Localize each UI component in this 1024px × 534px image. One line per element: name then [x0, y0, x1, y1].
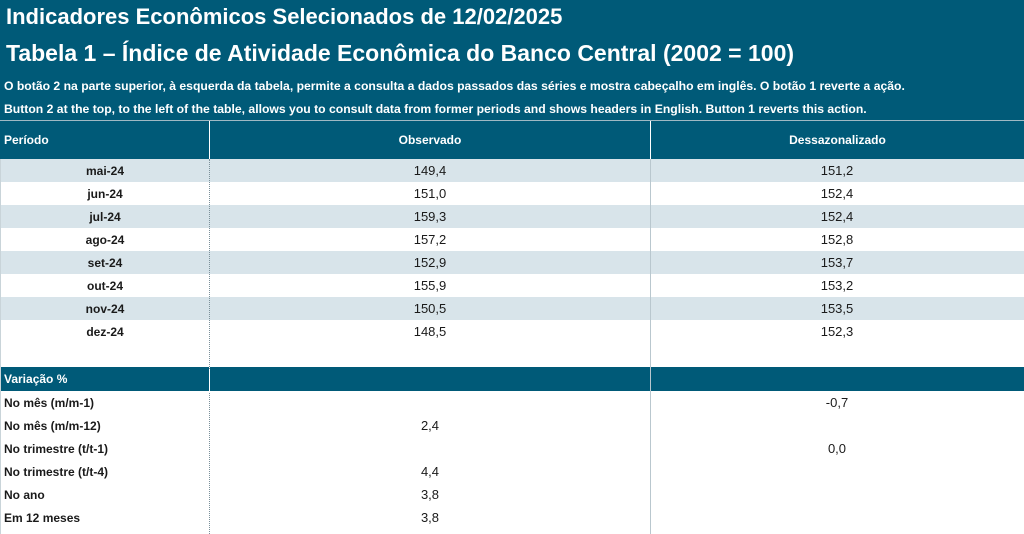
- column-divider-dotted: [209, 393, 210, 534]
- adjusted-cell: [650, 506, 1024, 529]
- variation-row: No trimestre (t/t-1) 0,0: [0, 437, 1024, 460]
- period-cell: ago-24: [85, 232, 125, 247]
- column-header-observed: Observado: [398, 133, 462, 147]
- table-row: out-24 155,9 153,2: [0, 274, 1024, 297]
- period-cell: dez-24: [86, 324, 124, 339]
- adjusted-cell: 0,0: [827, 441, 847, 456]
- table-row: dez-24 148,5 152,3: [0, 320, 1024, 343]
- observed-cell: [210, 437, 650, 460]
- adjusted-cell: 153,7: [820, 255, 854, 270]
- observed-cell: 152,9: [413, 255, 447, 270]
- header-divider: [0, 120, 1024, 121]
- variation-label-cell: Em 12 meses: [4, 510, 81, 525]
- page-header: Indicadores Econômicos Selecionados de 1…: [0, 0, 1024, 121]
- data-rows: mai-24 149,4 151,2 jun-24 151,0 152,4 ju…: [0, 159, 1024, 343]
- observed-cell: 155,9: [413, 278, 447, 293]
- variation-header-row: Variação %: [0, 367, 1024, 391]
- variation-row: No trimestre (t/t-4) 4,4: [0, 460, 1024, 483]
- column-divider: [650, 121, 651, 159]
- adjusted-cell: 152,4: [820, 209, 854, 224]
- adjusted-cell: [650, 414, 1024, 437]
- note-portuguese: O botão 2 na parte superior, à esquerda …: [4, 79, 905, 93]
- period-cell: set-24: [87, 255, 123, 270]
- page-title: Indicadores Econômicos Selecionados de 1…: [6, 4, 563, 29]
- period-cell: mai-24: [85, 163, 125, 178]
- column-divider: [209, 367, 210, 391]
- observed-cell: 150,5: [413, 301, 447, 316]
- variation-label-cell: No trimestre (t/t-1): [4, 441, 109, 456]
- observed-cell: 157,2: [413, 232, 447, 247]
- observed-cell: 2,4: [420, 418, 440, 433]
- observed-cell: 159,3: [413, 209, 447, 224]
- period-cell: nov-24: [85, 301, 125, 316]
- table-row: mai-24 149,4 151,2: [0, 159, 1024, 182]
- column-header-adjusted: Dessazonalizado: [789, 133, 886, 147]
- adjusted-cell: 153,2: [820, 278, 854, 293]
- observed-cell: 148,5: [413, 324, 447, 339]
- table-row: ago-24 157,2 152,8: [0, 228, 1024, 251]
- adjusted-cell: [650, 483, 1024, 506]
- period-cell: jul-24: [89, 209, 121, 224]
- observed-cell: 3,8: [420, 510, 440, 525]
- activity-index-table: Período Observado Dessazonalizado mai-24…: [0, 121, 1024, 529]
- adjusted-cell: 153,5: [820, 301, 854, 316]
- table-left-border: [0, 159, 1, 534]
- adjusted-cell: 151,2: [820, 163, 854, 178]
- variation-row: No mês (m/m-1) -0,7: [0, 391, 1024, 414]
- period-cell: out-24: [87, 278, 123, 293]
- table-row: set-24 152,9 153,7: [0, 251, 1024, 274]
- variation-header-label: Variação %: [4, 372, 68, 386]
- variation-row: No ano 3,8: [0, 483, 1024, 506]
- adjusted-cell: -0,7: [825, 395, 849, 410]
- table-row: jun-24 151,0 152,4: [0, 182, 1024, 205]
- column-header-period: Período: [4, 133, 49, 147]
- adjusted-cell: 152,3: [820, 324, 854, 339]
- observed-cell: 3,8: [420, 487, 440, 502]
- column-header-row: Período Observado Dessazonalizado: [0, 121, 1024, 159]
- column-divider: [209, 121, 210, 159]
- variation-rows: No mês (m/m-1) -0,7 No mês (m/m-12) 2,4 …: [0, 391, 1024, 529]
- column-divider-dotted: [209, 159, 210, 369]
- period-cell: jun-24: [87, 186, 123, 201]
- variation-row: No mês (m/m-12) 2,4: [0, 414, 1024, 437]
- table-title: Tabela 1 – Índice de Atividade Econômica…: [6, 40, 795, 66]
- observed-cell: 151,0: [413, 186, 447, 201]
- variation-row: Em 12 meses 3,8: [0, 506, 1024, 529]
- variation-label-cell: No trimestre (t/t-4): [4, 464, 109, 479]
- variation-label-cell: No mês (m/m-12): [4, 418, 101, 433]
- column-divider-solid: [650, 159, 651, 534]
- variation-label-cell: No ano: [4, 487, 45, 502]
- table-row: jul-24 159,3 152,4: [0, 205, 1024, 228]
- note-english: Button 2 at the top, to the left of the …: [4, 102, 867, 116]
- adjusted-cell: [650, 460, 1024, 483]
- adjusted-cell: 152,4: [820, 186, 854, 201]
- observed-cell: 149,4: [413, 163, 447, 178]
- variation-label-cell: No mês (m/m-1): [4, 395, 95, 410]
- table-spacer: [0, 343, 1024, 367]
- table-row: nov-24 150,5 153,5: [0, 297, 1024, 320]
- observed-cell: [210, 391, 650, 414]
- observed-cell: 4,4: [420, 464, 440, 479]
- adjusted-cell: 152,8: [820, 232, 854, 247]
